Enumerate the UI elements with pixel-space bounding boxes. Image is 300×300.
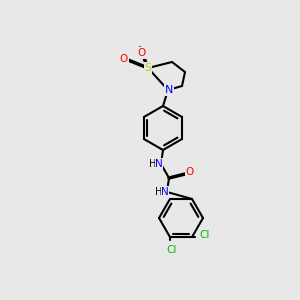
Text: O: O <box>120 54 128 64</box>
Text: N: N <box>161 187 169 197</box>
Text: S: S <box>144 63 152 73</box>
Text: H: H <box>155 187 163 197</box>
Text: O: O <box>137 48 145 58</box>
Text: Cl: Cl <box>200 230 210 240</box>
Text: N: N <box>165 85 173 95</box>
Text: N: N <box>155 159 163 169</box>
Text: Cl: Cl <box>167 245 177 255</box>
Text: O: O <box>186 167 194 177</box>
Text: H: H <box>149 159 157 169</box>
